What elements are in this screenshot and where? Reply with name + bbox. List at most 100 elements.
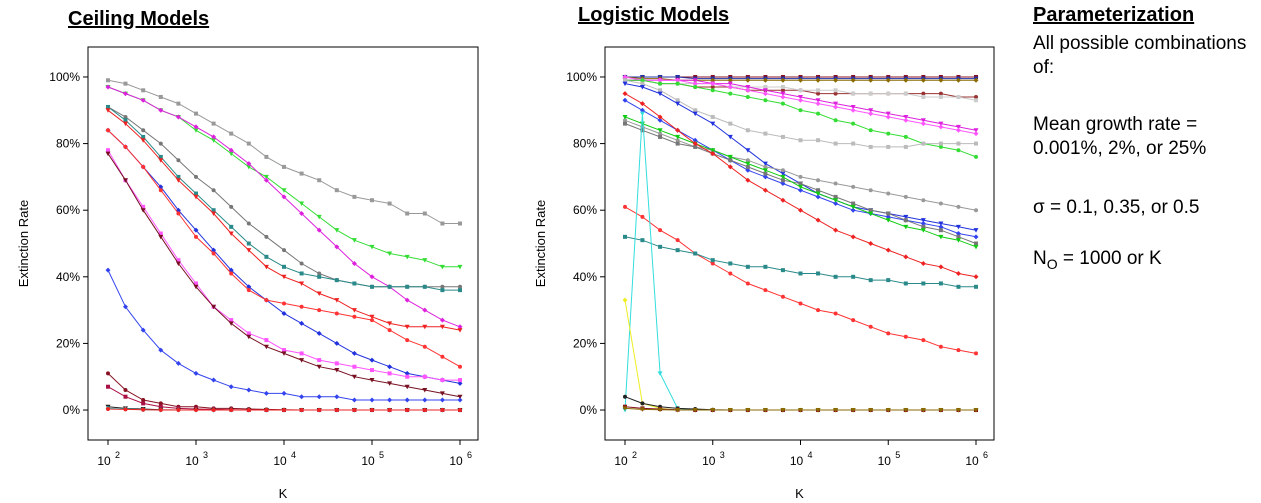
ceiling-data-point — [422, 211, 427, 216]
ceiling-data-point — [158, 188, 163, 193]
ceiling-data-point — [123, 407, 128, 412]
ceiling-data-point — [282, 248, 286, 253]
logistic-data-point — [763, 164, 768, 169]
logistic-data-point — [763, 288, 768, 293]
ceiling-data-point — [457, 394, 463, 400]
logistic-data-point — [639, 407, 645, 412]
logistic-data-point — [675, 408, 681, 413]
logistic-series-17 — [623, 234, 978, 289]
ceiling-data-point — [458, 288, 462, 293]
logistic-data-point — [903, 194, 908, 199]
ceiling-data-point — [211, 134, 217, 140]
ceiling-data-point — [158, 401, 163, 406]
ceiling-data-point — [370, 368, 374, 373]
logistic-data-point — [920, 77, 926, 83]
logistic-data-point — [727, 134, 733, 140]
n0-prefix: N — [1033, 248, 1047, 269]
ceiling-x-tick-label: 10 — [97, 454, 111, 468]
ceiling-data-point — [229, 408, 234, 413]
logistic-data-point — [973, 244, 979, 250]
logistic-data-point — [728, 261, 733, 266]
logistic-data-point — [693, 251, 698, 256]
ceiling-data-point — [105, 267, 111, 273]
ceiling-data-point — [123, 118, 128, 123]
ceiling-data-point — [299, 320, 305, 326]
sigma-text: σ = 0.1, 0.35, or 0.5 — [1033, 197, 1200, 218]
ceiling-y-tick-label: 20% — [56, 336, 80, 350]
logistic-data-point — [833, 311, 838, 316]
ceiling-data-point — [352, 194, 357, 199]
ceiling-data-point — [106, 78, 110, 83]
ceiling-data-point — [422, 324, 428, 330]
ceiling-data-point — [211, 138, 217, 143]
ceiling-data-point — [175, 261, 181, 266]
logistic-data-point — [675, 77, 681, 83]
logistic-data-point — [658, 81, 663, 86]
ceiling-x-tick-label: 10 — [185, 454, 199, 468]
ceiling-data-point — [334, 368, 340, 373]
logistic-data-point — [745, 148, 751, 153]
logistic-data-point — [658, 228, 663, 233]
logistic-data-point — [710, 258, 715, 263]
logistic-data-point — [868, 208, 873, 213]
ceiling-data-point — [140, 327, 146, 333]
ceiling-data-point — [299, 271, 304, 276]
ceiling-data-point — [457, 328, 463, 333]
logistic-data-point — [745, 94, 750, 99]
logistic-data-point — [623, 118, 627, 123]
ceiling-data-point — [246, 334, 252, 340]
logistic-data-point — [622, 91, 628, 97]
logistic-data-point — [973, 408, 979, 413]
logistic-data-point — [815, 408, 821, 413]
logistic-data-point — [727, 408, 733, 413]
ceiling-data-point — [404, 324, 410, 330]
ceiling-data-point — [229, 318, 234, 323]
ceiling-data-point — [334, 244, 340, 250]
logistic-data-point — [780, 91, 786, 97]
ceiling-data-point — [351, 308, 357, 313]
ceiling-data-point — [122, 304, 128, 310]
ceiling-data-point — [316, 364, 322, 370]
logistic-data-point — [622, 297, 628, 303]
ceiling-data-point — [263, 177, 269, 183]
logistic-data-point — [938, 77, 944, 83]
logistic-data-point — [639, 84, 645, 90]
logistic-chart: 0%20%40%60%80%100%10 2 10 3 10 4 10 5 10 6KExtinc… — [533, 46, 995, 501]
logistic-data-point — [640, 78, 645, 83]
logistic-data-point — [798, 108, 803, 113]
logistic-x-tick-label: 10 — [790, 454, 804, 468]
logistic-data-point — [675, 134, 681, 140]
logistic-data-point — [938, 221, 944, 227]
logistic-data-point — [780, 134, 785, 139]
logistic-data-point — [956, 348, 961, 353]
logistic-data-point — [675, 98, 680, 103]
ceiling-data-point — [193, 227, 199, 233]
logistic-data-point — [710, 261, 715, 266]
ceiling-series-16 — [106, 407, 462, 413]
ceiling-data-point — [194, 191, 198, 196]
logistic-data-point — [973, 234, 979, 240]
ceiling-data-point — [105, 151, 111, 157]
logistic-data-point — [763, 131, 768, 136]
logistic-data-point — [780, 101, 785, 106]
ceiling-data-point — [282, 164, 286, 169]
ceiling-data-point — [123, 388, 128, 393]
logistic-data-point — [745, 161, 751, 167]
ceiling-data-point — [263, 344, 269, 350]
logistic-data-point — [938, 124, 944, 130]
logistic-data-point — [885, 111, 891, 117]
logistic-series-22 — [622, 406, 979, 413]
ceiling-data-point — [158, 231, 163, 236]
logistic-data-point — [868, 211, 874, 217]
logistic-data-point — [955, 77, 961, 83]
ceiling-data-point — [281, 188, 287, 193]
logistic-data-point — [798, 88, 803, 93]
logistic-data-point — [692, 141, 698, 147]
ceiling-data-point — [211, 251, 216, 256]
logistic-data-point — [728, 158, 733, 163]
logistic-data-point — [886, 144, 891, 149]
logistic-x-tick-label: 10 — [702, 454, 716, 468]
logistic-data-point — [780, 77, 786, 83]
ceiling-data-point — [194, 174, 198, 179]
ceiling-data-point — [369, 378, 375, 383]
